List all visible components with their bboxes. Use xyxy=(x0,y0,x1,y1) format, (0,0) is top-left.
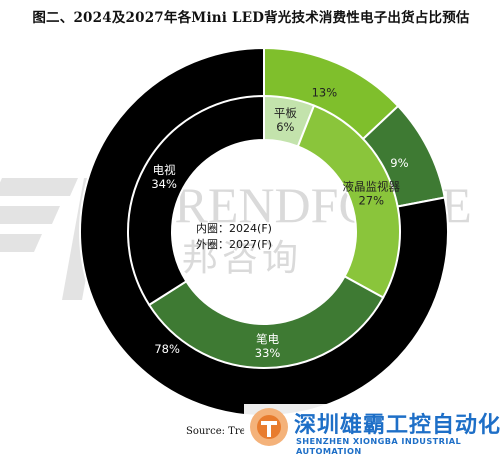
stamp-company-en: SHENZHEN XIONGBA INDUSTRIAL AUTOMATION xyxy=(296,436,462,456)
inner-slice-value-3: 34% xyxy=(151,177,177,191)
chart-title: 图二、2024及2027年各Mini LED背光技术消费性电子出货占比预估 xyxy=(32,10,470,26)
inner-ring xyxy=(127,94,401,369)
inner-slice-value-2: 33% xyxy=(255,346,281,360)
legend-outer: 外圈：2027(F) xyxy=(196,238,272,251)
inner-slice-3 xyxy=(127,94,265,307)
inner-slice-value-0: 6% xyxy=(276,120,294,134)
inner-slice-label-3: 电视 xyxy=(153,163,176,177)
inner-slice-label-1: 液晶监视器 xyxy=(343,179,401,193)
legend-inner: 内圈：2024(F) xyxy=(196,221,272,235)
inner-slice-value-1: 27% xyxy=(358,193,384,207)
company-logo-icon xyxy=(250,408,288,446)
company-stamp: 深圳雄霸工控自动化 SHENZHEN XIONGBA INDUSTRIAL AU… xyxy=(244,404,502,456)
outer-slice-value-1: 9% xyxy=(390,156,408,170)
source-note: Source: Tre xyxy=(186,426,246,437)
inner-slice-2 xyxy=(147,274,385,369)
stamp-company-cn: 深圳雄霸工控自动化 xyxy=(294,413,502,438)
chart-legend: 内圈：2024(F) 外圈：2027(F) xyxy=(196,221,272,251)
inner-slice-label-2: 笔电 xyxy=(256,332,279,346)
outer-slice-value-0: 13% xyxy=(312,86,338,100)
inner-slice-label-0: 平板 xyxy=(274,106,297,120)
outer-slice-value-2: 78% xyxy=(154,342,180,356)
